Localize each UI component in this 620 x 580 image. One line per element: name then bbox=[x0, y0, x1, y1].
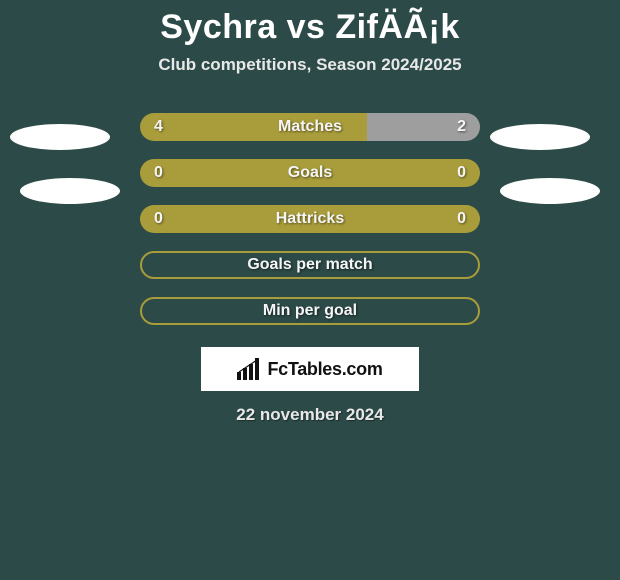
player-marker bbox=[10, 124, 110, 150]
stat-bar: Min per goal bbox=[140, 297, 480, 325]
stat-bar: Goals per match bbox=[140, 251, 480, 279]
stat-value-right: 0 bbox=[457, 164, 466, 182]
stat-label: Min per goal bbox=[263, 302, 357, 320]
stat-bar: 4 2 Matches bbox=[140, 113, 480, 141]
stat-row: Goals per match bbox=[0, 251, 620, 279]
stat-value-right: 2 bbox=[457, 118, 466, 136]
subtitle: Club competitions, Season 2024/2025 bbox=[0, 55, 620, 75]
date-label: 22 november 2024 bbox=[0, 405, 620, 425]
stat-value-left: 0 bbox=[154, 164, 163, 182]
stat-bar: 0 0 Goals bbox=[140, 159, 480, 187]
stat-label: Goals per match bbox=[247, 256, 372, 274]
stat-row: Min per goal bbox=[0, 297, 620, 325]
attribution-logo: FcTables.com bbox=[201, 347, 419, 391]
stat-label: Goals bbox=[288, 164, 332, 182]
player-marker bbox=[500, 178, 600, 204]
logo-text: FcTables.com bbox=[267, 359, 382, 380]
stat-row: 0 0 Hattricks bbox=[0, 205, 620, 233]
stat-value-left: 4 bbox=[154, 118, 163, 136]
player-marker bbox=[490, 124, 590, 150]
stat-value-left: 0 bbox=[154, 210, 163, 228]
bar-chart-icon bbox=[237, 358, 263, 380]
stat-value-right: 0 bbox=[457, 210, 466, 228]
player-marker bbox=[20, 178, 120, 204]
stat-label: Matches bbox=[278, 118, 342, 136]
stat-bar: 0 0 Hattricks bbox=[140, 205, 480, 233]
page-title: Sychra vs ZifÄÃ¡k bbox=[0, 0, 620, 47]
stat-label: Hattricks bbox=[276, 210, 344, 228]
